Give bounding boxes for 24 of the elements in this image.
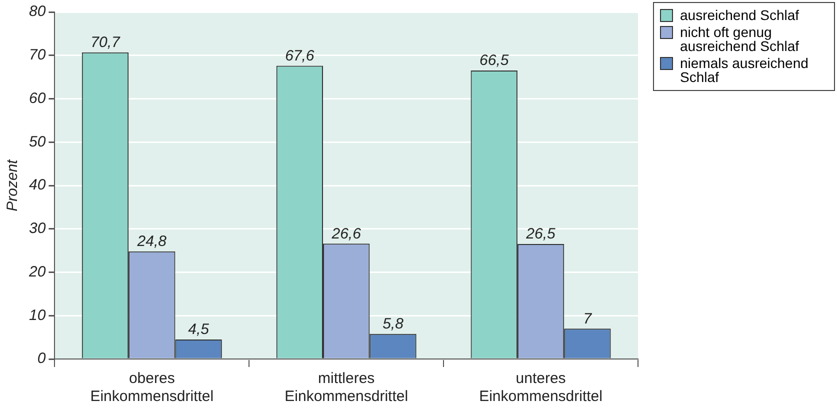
data-label: 66,5 [480,52,510,70]
legend-label: ausreichend Schlaf [680,7,800,23]
data-label: 4,5 [188,321,210,338]
y-tick-label: 70 [28,46,46,64]
y-tick-label: 30 [28,220,46,238]
x-tick-label: unteres Einkommensdrittel [479,370,602,406]
data-label: 26,6 [330,225,362,242]
x-tick-label: oberes Einkommensdrittel [90,370,214,406]
y-tick-label: 20 [28,263,46,280]
y-tick-label: 60 [28,90,46,107]
data-label: 24,8 [136,233,168,250]
data-label: 70,7 [90,34,120,52]
y-tick-label: 50 [28,133,46,150]
y-tick-label: 10 [28,306,46,324]
x-tick-label: mittleres Einkommensdrittel [284,370,408,406]
y-tick-label: 80 [28,3,46,20]
data-label: 7 [583,310,592,328]
legend-label: niemals ausreichend Schlaf [680,55,810,85]
data-label: 67,6 [285,47,315,64]
y-axis-title: Prozent [4,158,22,212]
y-tick-label: 40 [28,176,46,194]
data-label: 26,5 [525,226,556,243]
data-label: 5,8 [382,316,404,333]
y-tick-label: 0 [37,350,46,368]
